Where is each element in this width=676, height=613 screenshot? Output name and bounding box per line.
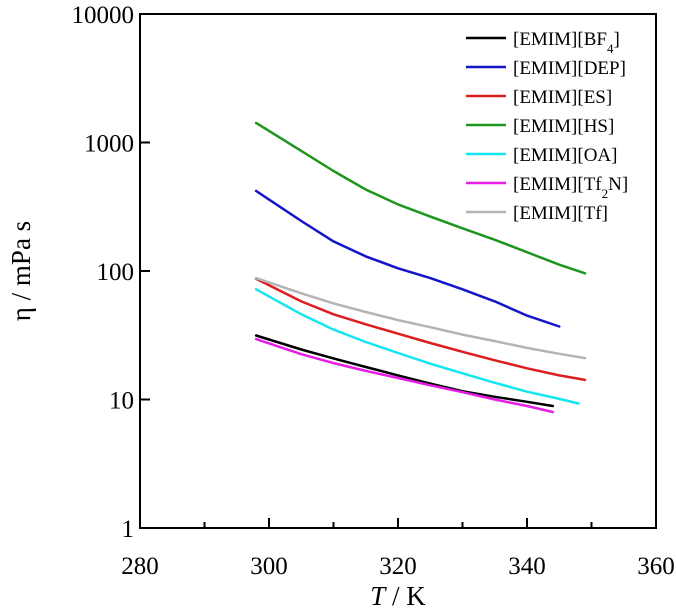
legend: [EMIM][BF4][EMIM][DEP] [EMIM][ES] [EMIM][H… — [466, 29, 628, 224]
y-tick-label: 1 — [122, 516, 135, 543]
series-line — [254, 337, 555, 414]
x-axis-label-unit: / K — [385, 581, 426, 611]
y-tick-label: 10000 — [72, 2, 135, 29]
y-tick-label: 1000 — [84, 131, 134, 158]
x-tick-label: 300 — [250, 553, 288, 580]
legend-label: [EMIM][HS] — [513, 116, 614, 137]
legend-label: [EMIM][OA] — [513, 145, 617, 166]
x-tick-label: 360 — [637, 553, 675, 580]
y-axis-label: η / mPa s — [6, 221, 36, 321]
x-tick-label: 320 — [379, 553, 417, 580]
series-line — [254, 334, 555, 408]
legend-label: [EMIM][DEP] — [513, 58, 626, 79]
series-line — [254, 189, 561, 328]
legend-label: [EMIM][ES] — [513, 87, 612, 108]
y-tick-label: 100 — [97, 259, 135, 286]
series-line — [254, 288, 580, 405]
x-axis-label-symbol: T — [370, 581, 387, 611]
series-group — [254, 121, 587, 414]
legend-label: [EMIM][Tf] — [513, 203, 608, 224]
x-axis-label: T / K — [370, 581, 426, 611]
x-tick-label: 280 — [121, 553, 159, 580]
legend-label: [EMIM][Tf2N] — [513, 174, 628, 201]
series-line — [254, 276, 587, 360]
series-line — [254, 121, 587, 275]
axis-ticks: 280 300 320 340 360 1 10 100 1000 10000 — [72, 2, 675, 580]
x-tick-label: 340 — [508, 553, 546, 580]
legend-label: [EMIM][BF4] — [513, 29, 620, 56]
y-tick-label: 10 — [109, 388, 134, 415]
series-line — [254, 277, 587, 382]
